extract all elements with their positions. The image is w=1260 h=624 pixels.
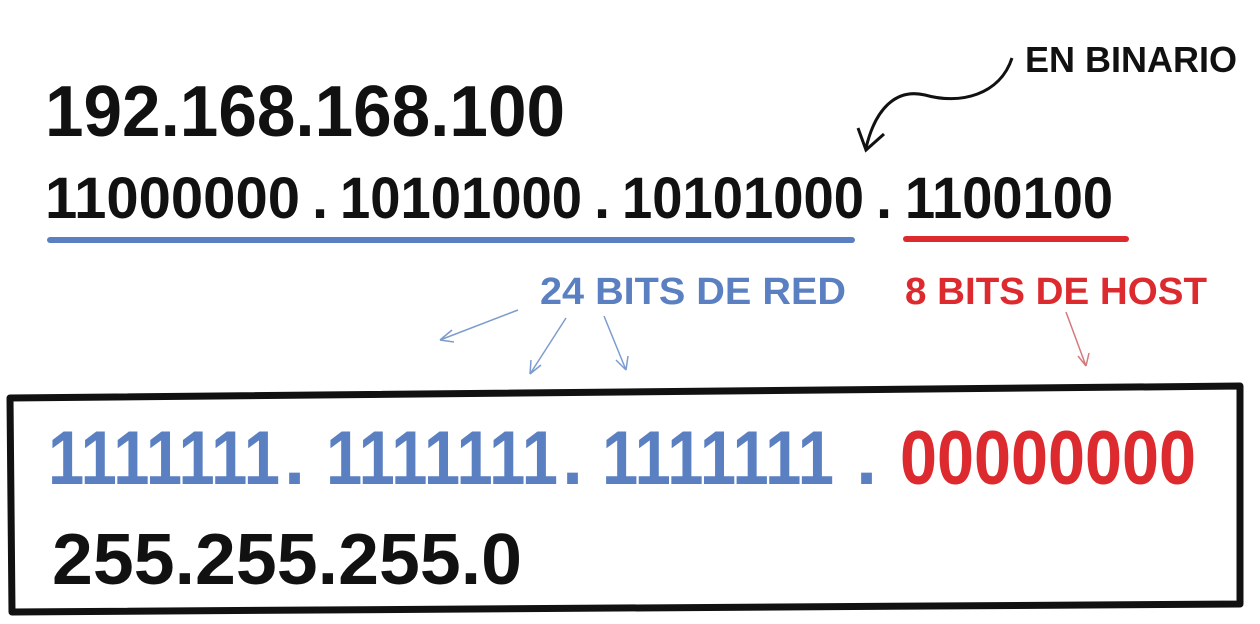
mask-separator: .: [562, 416, 583, 501]
ip-separator: .: [876, 166, 892, 231]
ip-separator: .: [312, 166, 328, 231]
mask-octet: 00000000: [900, 416, 1196, 501]
mask-octet: 1111111: [48, 416, 280, 501]
ip-octet: 1100100: [905, 166, 1113, 231]
ip-decimal: 192.168.168.100: [45, 72, 565, 152]
ip-octet: 11000000: [45, 166, 300, 231]
network-label: 24 BITS DE RED: [540, 271, 846, 313]
ip-octet: 10101000: [340, 166, 582, 231]
mask-decimal: 255.255.255.0: [52, 520, 522, 600]
note-label: EN BINARIO: [1025, 39, 1237, 80]
mask-box: [6, 382, 1244, 616]
mask-separator: .: [856, 416, 877, 501]
note-arrow: [864, 57, 1014, 149]
arrow: [603, 315, 629, 371]
host-arrow: [1065, 311, 1090, 367]
ip-separator: .: [594, 166, 610, 231]
mask-octet: 1111111: [602, 416, 834, 501]
network-arrows: [439, 309, 629, 375]
mask-separator: .: [284, 416, 305, 501]
mask-octet: 1111111: [326, 416, 558, 501]
note-arrow-head: [856, 127, 885, 153]
host-label: 8 BITS DE HOST: [905, 271, 1207, 313]
ip-octet: 10101000: [622, 166, 864, 231]
arrow: [529, 317, 567, 375]
arrow: [439, 309, 519, 343]
